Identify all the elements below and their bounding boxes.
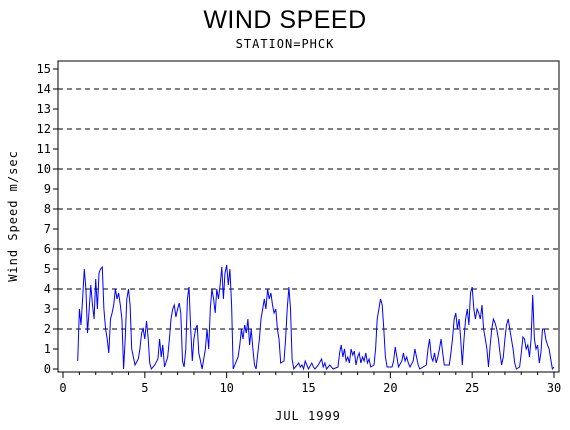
y-tick-label: 0 — [44, 362, 51, 376]
x-axis: 0 5 10 15 20 25 30 — [59, 372, 561, 395]
y-tick-label: 3 — [44, 302, 51, 316]
y-tick-label: 13 — [37, 102, 51, 116]
y-tick-label: 8 — [44, 202, 51, 216]
y-tick-label: 15 — [37, 62, 51, 76]
x-tick-label: 15 — [301, 381, 315, 395]
x-tick-label: 20 — [383, 381, 397, 395]
y-tick-label: 12 — [37, 122, 51, 136]
x-tick-label: 10 — [219, 381, 233, 395]
chart-title: WIND SPEED — [203, 6, 367, 34]
reference-lines — [58, 88, 559, 330]
y-tick-label: 14 — [37, 82, 51, 96]
y-tick-label: 10 — [37, 162, 51, 176]
y-tick-label: 2 — [44, 322, 51, 336]
x-tick-label: 5 — [141, 381, 148, 395]
x-tick-label: 30 — [547, 381, 561, 395]
y-tick-label: 6 — [44, 242, 51, 256]
y-tick-label: 5 — [44, 262, 51, 276]
wind-speed-line — [77, 264, 555, 371]
y-axis-label: Wind Speed m/sec — [6, 150, 20, 282]
y-tick-label: 7 — [44, 222, 51, 236]
x-tick-label: 0 — [59, 381, 66, 395]
y-tick-label: 11 — [37, 142, 51, 156]
chart-subtitle: STATION=PHCK — [235, 37, 335, 51]
x-axis-label: JUL 1999 — [275, 409, 341, 423]
y-tick-label: 9 — [44, 182, 51, 196]
y-tick-label: 4 — [44, 282, 51, 296]
y-tick-label: 1 — [44, 342, 51, 356]
x-tick-label: 25 — [465, 381, 479, 395]
